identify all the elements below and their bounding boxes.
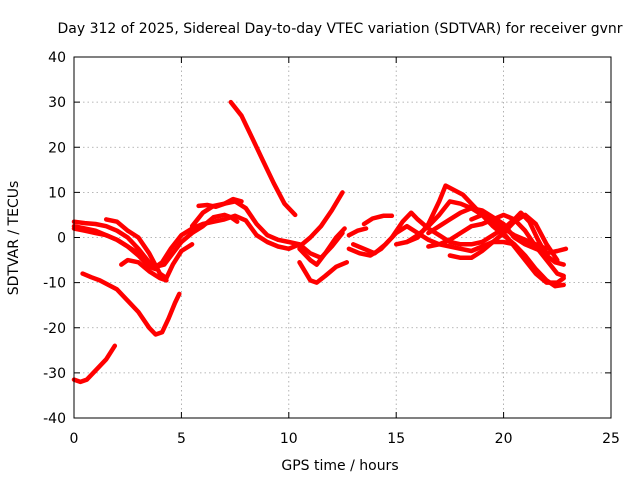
series-arc-14	[297, 190, 345, 249]
x-tick-label: 15	[387, 431, 405, 447]
y-tick-label: -20	[43, 321, 66, 337]
series-arc-21	[426, 205, 569, 256]
y-tick-label: 0	[57, 231, 66, 247]
series-arc-7	[71, 343, 118, 385]
x-tick-label: 0	[70, 431, 79, 447]
series-arc-8	[189, 199, 302, 247]
y-tick-label: 40	[48, 50, 66, 66]
series-group	[71, 99, 569, 385]
chart-title: Day 312 of 2025, Sidereal Day-to-day VTE…	[57, 21, 622, 37]
series-arc-10	[228, 99, 298, 218]
series-arc-1	[71, 213, 259, 270]
y-tick-label: 30	[48, 95, 66, 111]
y-tick-label: -10	[43, 276, 66, 292]
y-tick-label: -30	[43, 366, 66, 382]
series-arc-9	[196, 196, 244, 210]
series-arc-5	[119, 257, 169, 283]
y-tick-label: -40	[43, 411, 66, 427]
series-arc-23	[447, 212, 560, 263]
y-tick-label: 10	[48, 185, 66, 201]
x-tick-label: 5	[177, 431, 186, 447]
x-axis-label: GPS time / hours	[281, 458, 398, 474]
x-tick-label: 20	[495, 431, 513, 447]
series-arc-3	[103, 217, 195, 281]
series-arc-24	[469, 212, 549, 252]
series-arc-4	[71, 226, 163, 272]
x-tick-label: 25	[602, 431, 620, 447]
series-arc-6	[80, 271, 182, 337]
series-arc-13	[297, 260, 350, 285]
axis-ticks: 0 5 10 15 20 25 -40 -30 -20 -10 0 10 20 30 40	[43, 50, 620, 447]
y-axis-label: SDTVAR / TECUs	[6, 181, 22, 296]
series-arc-16	[361, 213, 395, 227]
y-tick-label: 20	[48, 140, 66, 156]
series-arc-15	[346, 226, 369, 238]
series-arc-12	[297, 226, 347, 267]
series-arc-22	[426, 212, 566, 279]
x-tick-label: 10	[280, 431, 298, 447]
